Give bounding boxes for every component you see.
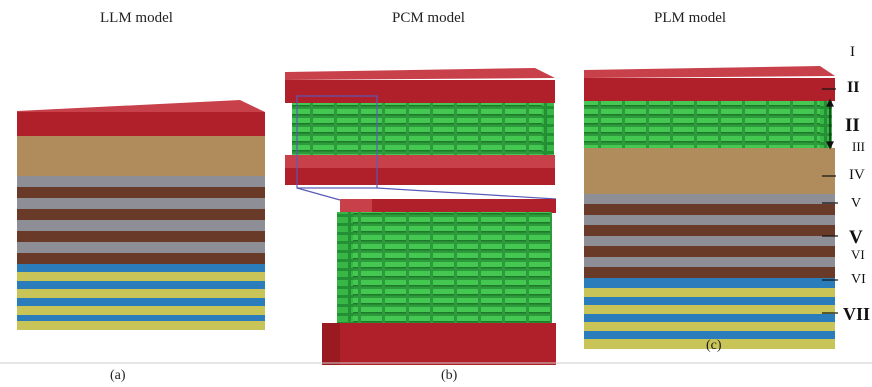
llm-tan-layer	[17, 136, 265, 176]
layer-label-vi: VI	[851, 272, 866, 287]
layer-label-v-large: V	[849, 227, 863, 248]
plm-model	[584, 66, 838, 349]
llm-model-title: LLM model	[100, 10, 173, 26]
pcm-model-title: PCM model	[392, 10, 465, 26]
plm-top-plate-front	[584, 78, 835, 101]
layer-label-ii-small: II	[847, 79, 860, 96]
llm-blue-yellow-layers	[17, 264, 265, 330]
pcm-green-lattice	[292, 103, 542, 155]
layer-label-iv: IV	[849, 167, 865, 183]
llm-top-face	[17, 100, 265, 112]
plm-model-title: PLM model	[654, 10, 727, 26]
layer-label-vii: VII	[843, 304, 871, 324]
pcm-model	[285, 68, 557, 365]
layer-label-vi-small: VI	[851, 247, 865, 262]
plm-layer-markers	[822, 88, 838, 314]
zoom-region-box	[296, 95, 378, 189]
llm-brown-gray-layers	[17, 176, 265, 264]
plm-tan-layer	[584, 148, 835, 194]
pcm-green-lattice-side	[542, 103, 554, 155]
layer-label-iii: III	[852, 139, 865, 154]
pcm-top-plate-front	[285, 80, 555, 103]
plm-blue-yellow-layers	[584, 278, 835, 349]
subfigure-label-c: (c)	[706, 338, 722, 353]
pcm-top-plate-top	[285, 68, 555, 80]
plm-brown-gray-layers	[584, 194, 835, 278]
llm-model	[17, 100, 265, 330]
pcm-magnified-view	[322, 199, 556, 365]
subfigure-label-b: (b)	[441, 368, 458, 383]
layer-label-i: I	[850, 44, 855, 60]
llm-red-layer	[17, 112, 265, 136]
pcm-bottom-plate-front	[285, 168, 555, 185]
layer-label-v-small: V	[851, 196, 862, 211]
plm-green-layer	[584, 101, 830, 148]
pcm-bottom-plate	[285, 155, 555, 168]
zoom-line-right	[376, 187, 557, 200]
subfigure-label-a: (a)	[110, 368, 126, 383]
zoom-line-left	[296, 187, 341, 201]
layer-label-ii-large: II	[845, 115, 860, 136]
plm-top-plate-top	[584, 66, 835, 78]
